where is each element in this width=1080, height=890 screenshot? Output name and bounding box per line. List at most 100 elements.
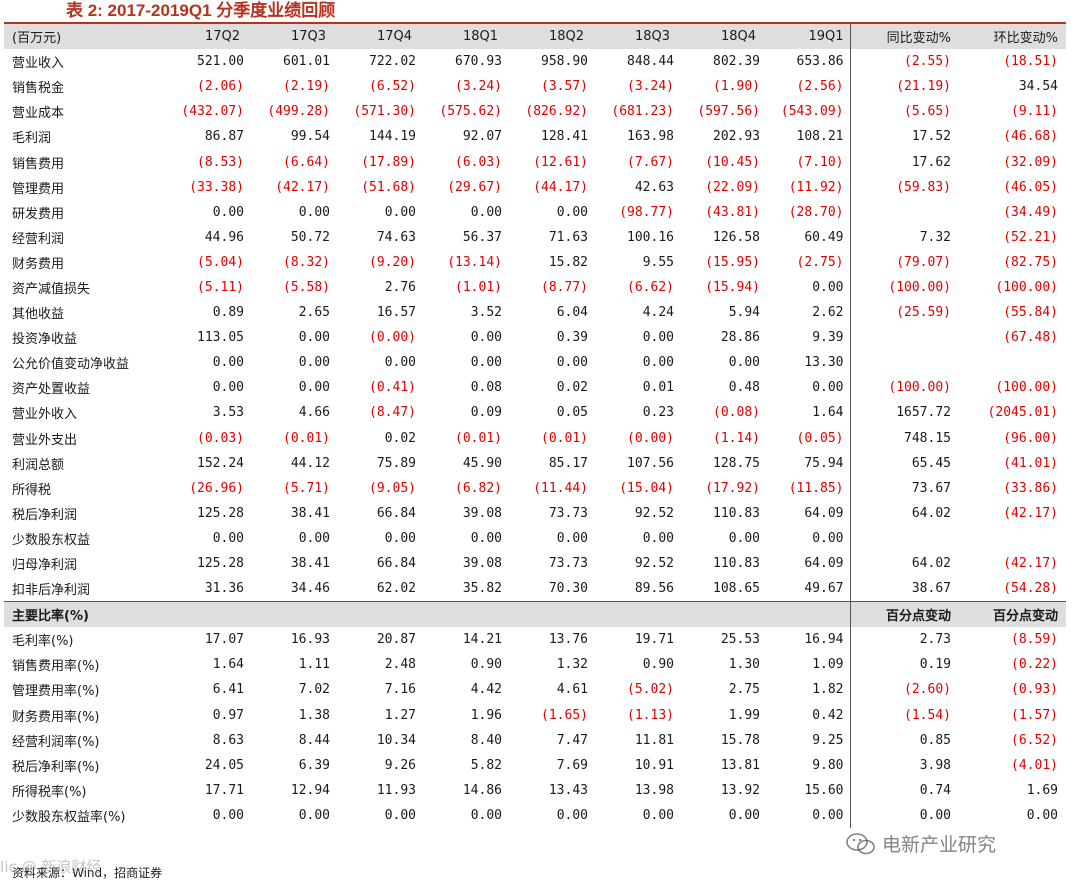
value-cell: (2.19): [283, 79, 330, 95]
table-row: 财务费用率(%) 0.97 1.38 1.27 1.96 (1.65) (1.13) 1.99…: [4, 702, 1066, 728]
row-label: 少数股东权益率(%): [12, 809, 126, 825]
yoy-cell: [850, 526, 961, 551]
value-cell: (43.81): [705, 204, 760, 220]
value-cell: (17.92): [705, 480, 760, 496]
value-cell: 70.30: [548, 581, 588, 597]
value-cell: 722.02: [369, 54, 416, 70]
value-cell: 0.00: [764, 525, 851, 551]
table-row: 毛利率(%) 17.07 16.93 20.87 14.21 13.76 19.71 25.5…: [4, 627, 1066, 653]
value-cell: 100.16: [627, 229, 674, 245]
value-cell: 13.98: [634, 782, 674, 798]
yoy-cell: 0.19: [919, 657, 951, 673]
table-row: 扣非后净利润 31.36 34.46 62.02 35.82 70.30 89.56 108.…: [4, 576, 1066, 602]
value-cell: 0.01: [642, 380, 674, 396]
quarter-header: 18Q4: [678, 24, 764, 50]
row-label: 投资净收益: [12, 332, 78, 348]
value-cell: 15.78: [720, 732, 760, 748]
value-cell: (543.09): [764, 99, 851, 125]
value-cell: (6.52): [369, 79, 416, 95]
yoy-cell: 0.00: [919, 807, 951, 823]
value-cell: 66.84: [376, 556, 416, 572]
qoq-cell: (54.28): [1003, 581, 1058, 597]
value-cell: (26.96): [189, 480, 244, 496]
yoy-cell: [850, 325, 961, 350]
value-cell: 0.00: [384, 204, 416, 220]
change-header: 百分点变动: [850, 601, 961, 628]
value-cell: (11.85): [764, 475, 851, 501]
value-cell: (15.95): [705, 254, 760, 270]
value-cell: (51.68): [361, 179, 416, 195]
value-cell: 38.41: [290, 505, 330, 521]
value-cell: 0.00: [556, 807, 588, 823]
value-cell: 12.94: [290, 782, 330, 798]
value-cell: (1.01): [455, 279, 502, 295]
value-cell: 0.00: [764, 375, 851, 401]
value-cell: 0.02: [556, 380, 588, 396]
value-cell: 42.63: [634, 179, 674, 195]
value-cell: (6.82): [455, 480, 502, 496]
table-row: 资产减值损失 (5.11) (5.58) 2.76 (1.01) (8.77) (6.62)…: [4, 274, 1066, 301]
unit-label: (百万元): [4, 24, 162, 50]
value-cell: 1.32: [556, 657, 588, 673]
value-cell: 108.65: [713, 581, 760, 597]
table-row: 经营利润 44.96 50.72 74.63 56.37 71.63 100.16 126.5…: [4, 224, 1066, 250]
value-cell: 75.89: [376, 455, 416, 471]
qoq-cell: (100.00): [995, 380, 1058, 396]
qoq-cell: (9.11): [1011, 104, 1058, 120]
value-cell: 125.28: [197, 505, 244, 521]
value-cell: (499.28): [267, 104, 330, 120]
value-cell: 128.41: [541, 129, 588, 145]
value-cell: 3.52: [470, 305, 502, 321]
row-label: 销售税金: [12, 81, 65, 97]
value-cell: 670.93: [455, 54, 502, 70]
qoq-cell: (67.48): [1003, 330, 1058, 346]
value-cell: (17.89): [361, 154, 416, 170]
value-cell: (0.01): [283, 430, 330, 446]
value-cell: (11.44): [533, 480, 588, 496]
table-row: 营业外支出 (0.03) (0.01) 0.02 (0.01) (0.01) (0.00) (…: [4, 425, 1066, 451]
qoq-cell: (1.57): [1011, 707, 1058, 723]
row-label: 经营利润: [12, 231, 65, 247]
qoq-cell: (46.05): [1003, 179, 1058, 195]
value-cell: (2.56): [764, 74, 851, 100]
qoq-cell: (33.86): [1003, 480, 1058, 496]
value-cell: 89.56: [634, 581, 674, 597]
quarterly-results-table: (百万元) 17Q2 17Q3 17Q4 18Q1 18Q2 18Q3 18Q4 19Q1 同比变…: [4, 24, 1066, 828]
yoy-cell: [850, 350, 961, 375]
value-cell: 958.90: [541, 54, 588, 70]
value-cell: (5.58): [283, 279, 330, 295]
value-cell: 16.94: [764, 627, 851, 653]
quarter-header: 18Q1: [420, 24, 506, 50]
value-cell: 0.00: [470, 330, 502, 346]
value-cell: 108.21: [764, 124, 851, 150]
value-cell: 56.37: [462, 229, 502, 245]
value-cell: (8.77): [541, 279, 588, 295]
value-cell: 0.00: [470, 204, 502, 220]
value-cell: 0.00: [212, 807, 244, 823]
value-cell: 20.87: [376, 632, 416, 648]
value-cell: 0.00: [384, 355, 416, 371]
value-cell: 8.44: [298, 732, 330, 748]
value-cell: 38.41: [290, 556, 330, 572]
value-cell: 1.64: [212, 657, 244, 673]
qoq-cell: (82.75): [1003, 254, 1058, 270]
value-cell: 39.08: [462, 505, 502, 521]
yoy-cell: 38.67: [911, 581, 951, 597]
quarter-header: 19Q1: [764, 24, 851, 50]
value-cell: 6.04: [556, 305, 588, 321]
value-cell: 4.24: [642, 305, 674, 321]
value-cell: 2.65: [298, 305, 330, 321]
value-cell: (5.11): [197, 279, 244, 295]
value-cell: 0.00: [384, 807, 416, 823]
value-cell: 2.75: [728, 682, 760, 698]
value-cell: 125.28: [197, 556, 244, 572]
value-cell: (0.41): [369, 380, 416, 396]
value-cell: 19.71: [634, 632, 674, 648]
table-row: 财务费用 (5.04) (8.32) (9.20) (13.14) 15.82 9.55 (1…: [4, 249, 1066, 275]
change-header: 环比变动%: [961, 24, 1066, 50]
value-cell: 0.00: [212, 380, 244, 396]
value-cell: 86.87: [204, 129, 244, 145]
qoq-cell: 34.54: [1018, 79, 1058, 95]
value-cell: 2.48: [384, 657, 416, 673]
ratio-section-label: 主要比率(%): [4, 601, 162, 628]
